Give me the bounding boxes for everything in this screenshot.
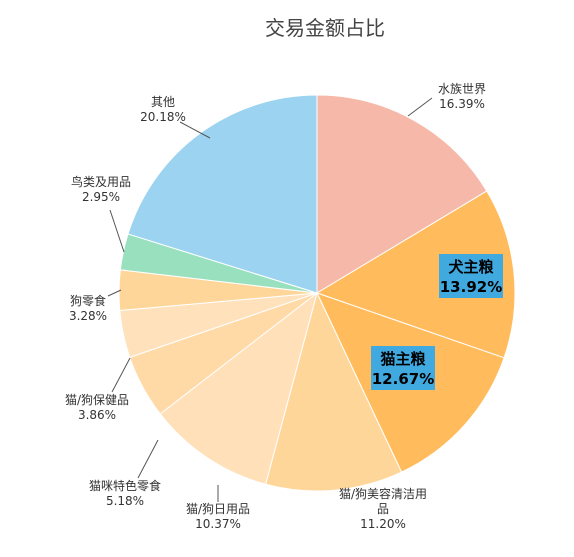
slice-label-5: 猫咪特色零食 xyxy=(89,478,161,493)
pie-slice-3 xyxy=(264,291,403,492)
leader-line-7 xyxy=(107,289,122,297)
slice-label-8: 鸟类及用品 xyxy=(71,174,131,189)
slice-value-0: 16.39% xyxy=(439,97,485,111)
leader-line-6 xyxy=(111,357,131,393)
slice-value-5: 5.18% xyxy=(106,494,144,508)
highlight-labels: 犬主粮 13.92% 猫主粮 12.67% xyxy=(371,254,503,390)
slice-label-7: 狗零食 xyxy=(70,293,106,308)
slice-value-9: 20.18% xyxy=(140,110,186,124)
slice-label-0: 水族世界 xyxy=(438,82,486,96)
highlight-box-2 xyxy=(371,346,435,390)
leader-line-8 xyxy=(109,209,125,253)
pie-slice-0 xyxy=(316,94,488,294)
highlight-label-2: 猫主粮 xyxy=(380,350,426,368)
leader-line-5 xyxy=(137,439,159,479)
slice-value-8: 2.95% xyxy=(82,190,120,204)
pie-slice-1 xyxy=(315,190,516,359)
leader-lines xyxy=(107,97,433,502)
leader-line-9 xyxy=(179,121,211,139)
chart-title: 交易金额占比 xyxy=(265,16,385,40)
slice-value-3: 11.20% xyxy=(360,517,406,531)
highlight-box-1 xyxy=(439,254,503,298)
slice-label-9: 其他 xyxy=(151,95,175,109)
pie-slice-4 xyxy=(159,291,318,485)
slice-value-6: 3.86% xyxy=(78,408,116,422)
slice-value-4: 10.37% xyxy=(195,517,241,531)
slice-label-6: 猫/狗保健品 xyxy=(65,393,129,407)
leader-line-0 xyxy=(407,97,433,117)
highlight-label-1: 犬主粮 xyxy=(448,258,494,276)
slice-label-4: 猫/狗日用品 xyxy=(186,502,250,516)
slice-label-3: 猫/狗美容清洁用品 xyxy=(339,486,427,516)
pie-slice-9 xyxy=(127,94,318,294)
slice-value-7: 3.28% xyxy=(69,309,107,323)
highlight-value-1: 13.92% xyxy=(440,278,502,296)
highlight-value-2: 12.67% xyxy=(372,370,434,388)
